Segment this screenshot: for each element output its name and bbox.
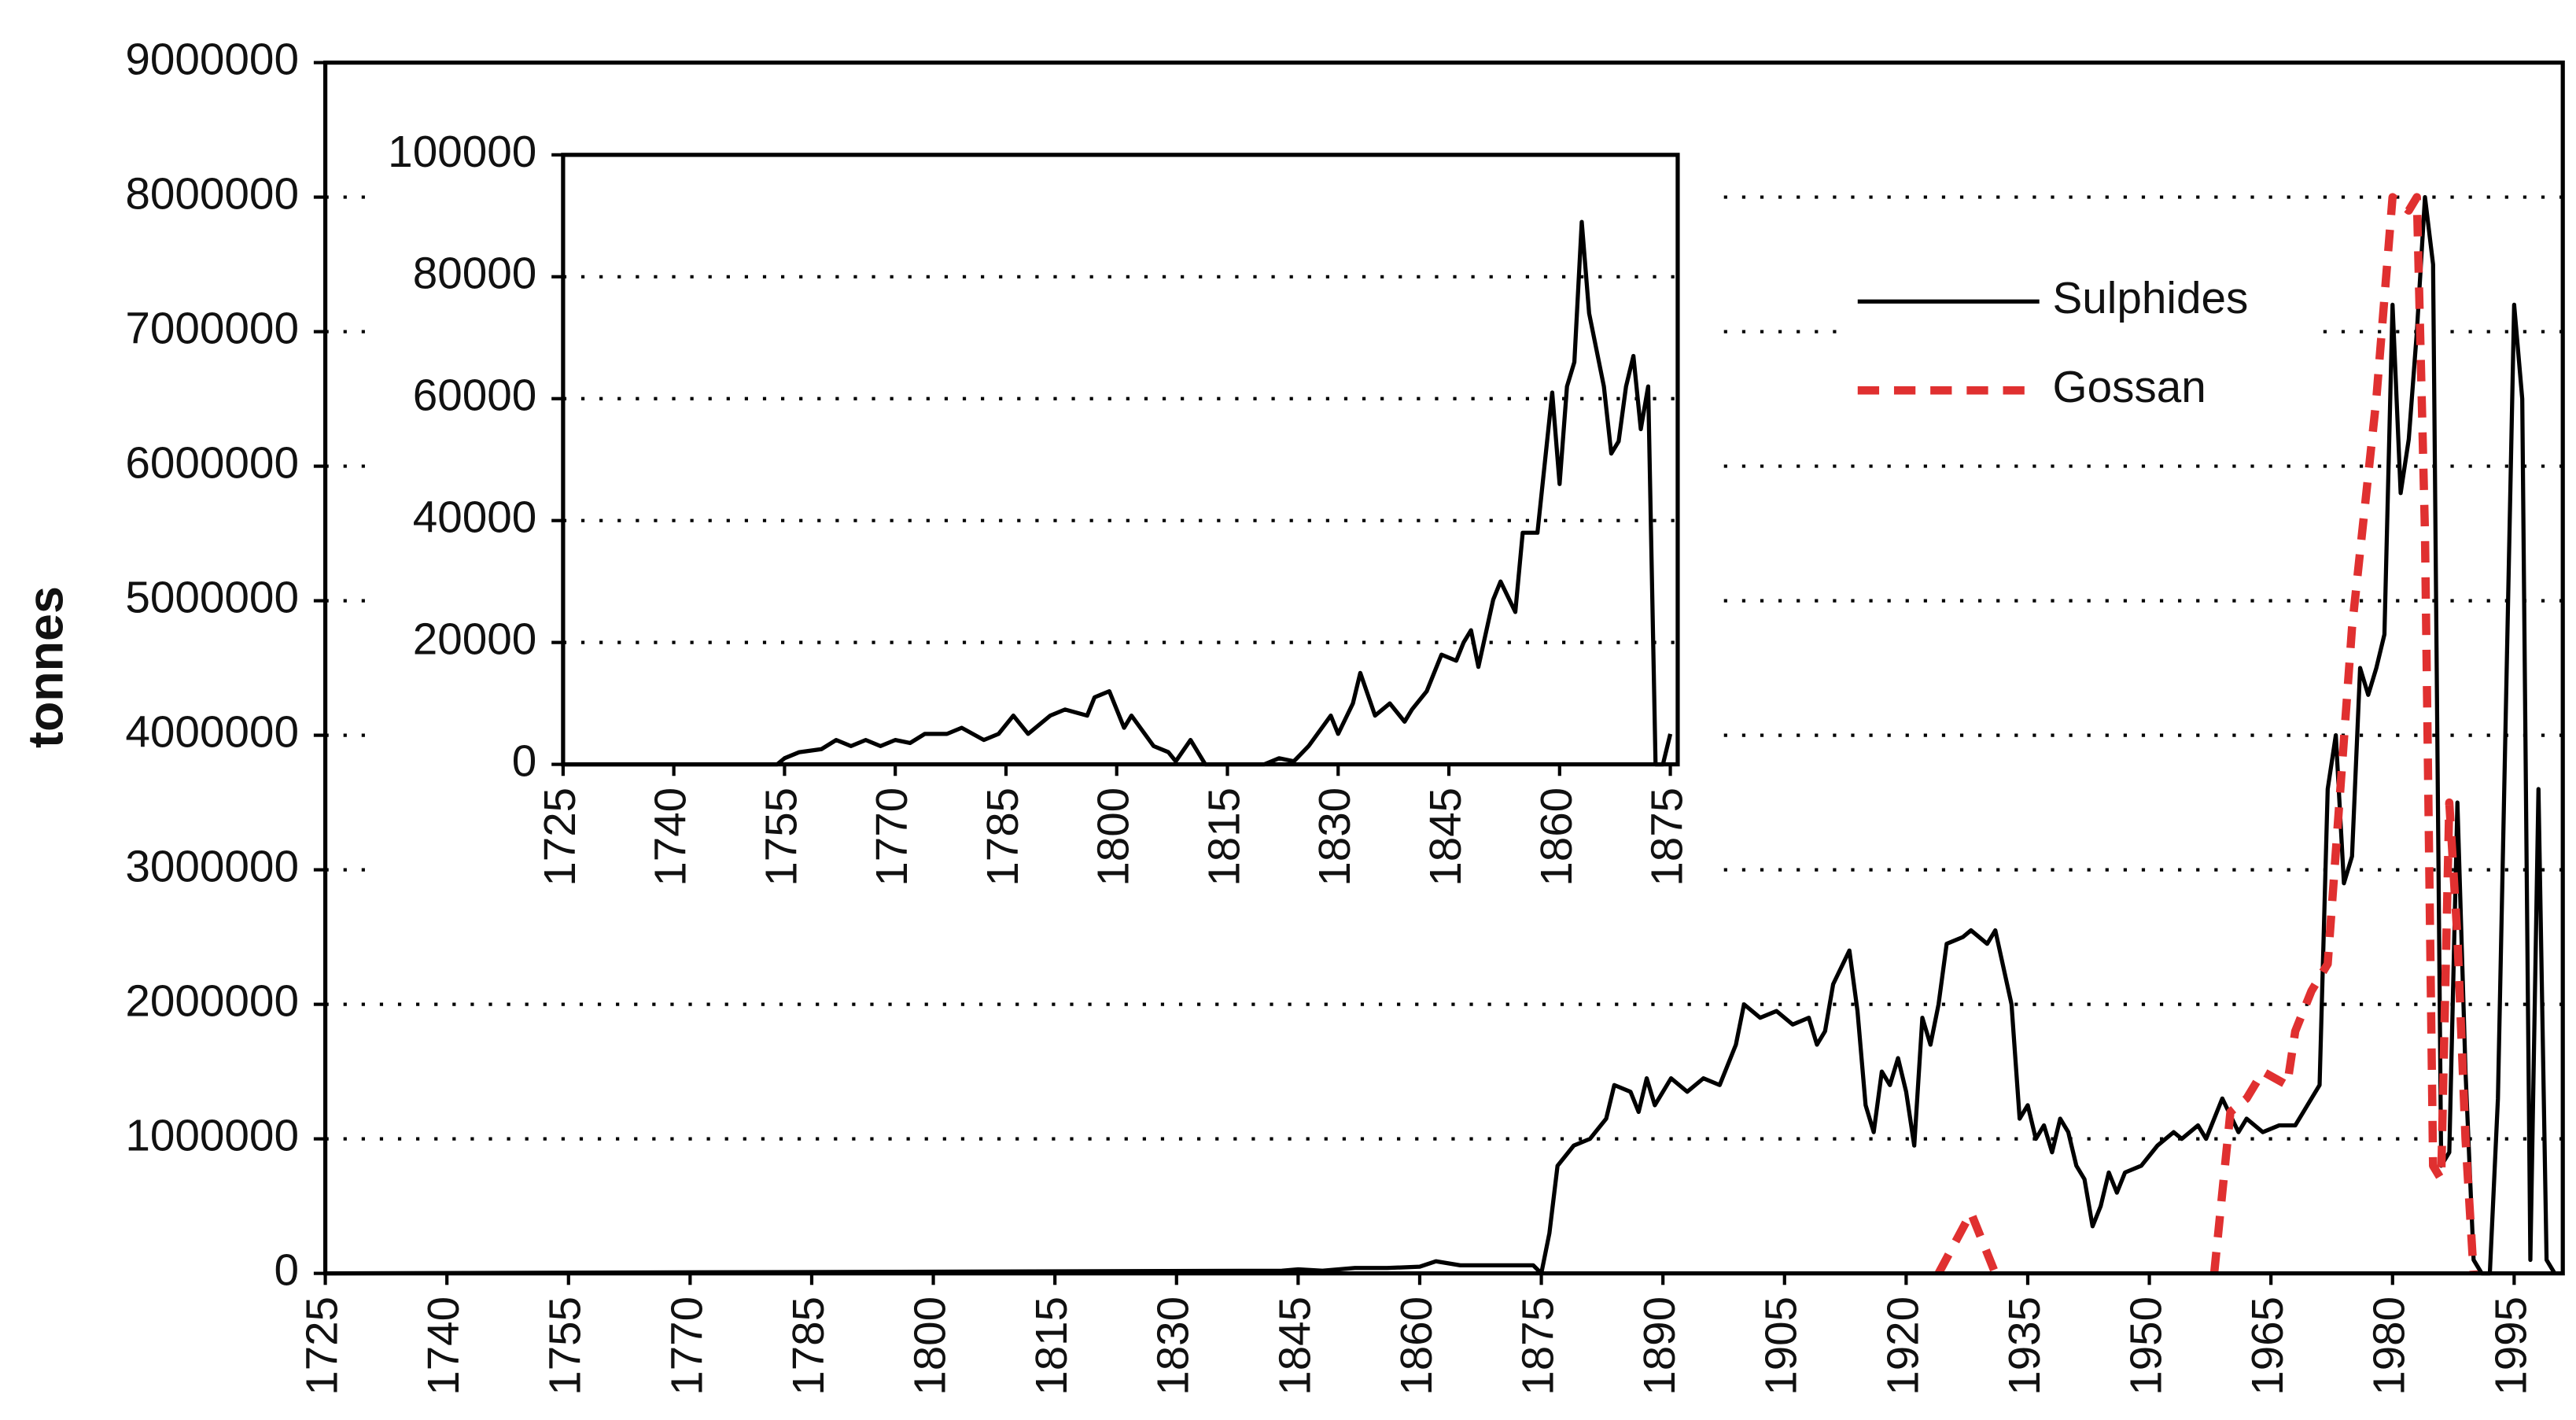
y-tick-label: 60000: [413, 371, 537, 420]
x-tick-label: 1905: [1756, 1296, 1806, 1396]
x-tick-label: 1785: [978, 787, 1027, 887]
legend-label: Gossan: [2053, 362, 2206, 411]
x-tick-label: 1950: [2121, 1296, 2170, 1396]
legend-background: [1841, 264, 2313, 429]
y-tick-label: 100000: [388, 127, 536, 176]
y-tick-label: 4000000: [125, 707, 299, 757]
x-tick-label: 1830: [1148, 1296, 1198, 1396]
x-tick-label: 1755: [540, 1296, 590, 1396]
y-tick-label: 6000000: [125, 438, 299, 488]
x-tick-label: 1845: [1270, 1296, 1319, 1396]
x-tick-label: 1935: [1999, 1296, 2049, 1396]
x-tick-label: 1830: [1310, 787, 1359, 887]
y-tick-label: 1000000: [125, 1111, 299, 1160]
x-tick-label: 1965: [2242, 1296, 2292, 1396]
y-tick-label: 2000000: [125, 976, 299, 1026]
series-line: [1934, 193, 2478, 1276]
x-tick-label: 1770: [662, 1296, 711, 1396]
x-tick-label: 1815: [1199, 787, 1248, 887]
plot-frame: [561, 153, 1680, 767]
x-tick-label: 1875: [1513, 1296, 1562, 1396]
x-tick-label: 1740: [646, 787, 695, 887]
y-tick-label: 3000000: [125, 842, 299, 891]
x-tick-label: 1995: [2486, 1296, 2535, 1396]
y-tick-label: 0: [512, 736, 537, 786]
x-tick-label: 1860: [1531, 787, 1581, 887]
x-tick-label: 1740: [418, 1296, 468, 1396]
y-axis-label: tonnes: [19, 586, 74, 748]
x-tick-label: 1920: [1878, 1296, 1927, 1396]
series-line: [562, 219, 1673, 767]
plot-frame: [322, 60, 2565, 1276]
x-tick-label: 1755: [756, 787, 805, 887]
x-tick-label: 1725: [297, 1296, 346, 1396]
y-tick-label: 9000000: [125, 35, 299, 84]
y-tick-label: 5000000: [125, 573, 299, 622]
x-tick-label: 1875: [1642, 787, 1691, 887]
x-tick-label: 1845: [1421, 787, 1470, 887]
x-tick-label: 1800: [905, 1296, 954, 1396]
y-tick-label: 80000: [413, 249, 537, 298]
legend-label: Sulphides: [2053, 273, 2249, 323]
x-tick-label: 1860: [1391, 1296, 1441, 1396]
y-tick-label: 7000000: [125, 304, 299, 353]
y-tick-label: 20000: [413, 614, 537, 664]
x-tick-label: 1815: [1026, 1296, 1076, 1396]
x-tick-label: 1800: [1089, 787, 1138, 887]
x-tick-label: 1785: [783, 1296, 833, 1396]
x-tick-label: 1890: [1634, 1296, 1684, 1396]
y-tick-label: 40000: [413, 492, 537, 542]
inset-background: [364, 121, 1711, 913]
y-tick-label: 0: [274, 1245, 299, 1295]
y-tick-label: 8000000: [125, 169, 299, 219]
x-tick-label: 1770: [867, 787, 916, 887]
series-line: [325, 194, 2557, 1276]
x-tick-label: 1725: [535, 787, 584, 887]
x-tick-label: 1980: [2364, 1296, 2414, 1396]
